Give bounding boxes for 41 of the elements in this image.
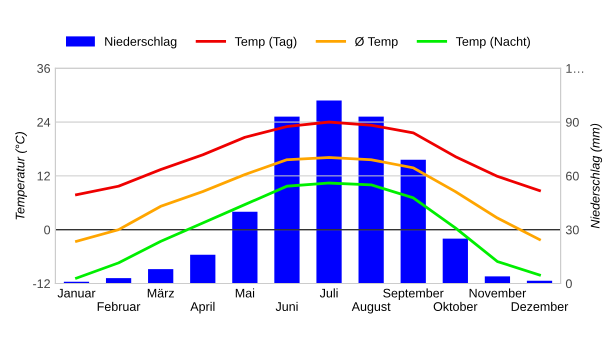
x-tick-label: Juni: [276, 302, 298, 312]
bar: [358, 116, 384, 284]
x-tick-label: April: [190, 302, 214, 314]
x-tick-label: Dezember: [512, 302, 568, 312]
y-tick-label: 0: [44, 225, 50, 234]
x-tick-label: Juli: [320, 288, 338, 298]
bar: [106, 278, 132, 284]
y-tick-label: -12: [33, 279, 50, 288]
y-tick-label: 24: [37, 118, 50, 127]
y2-tick-label: 30: [566, 225, 579, 234]
bar: [274, 116, 300, 284]
y-tick-label: 36: [37, 64, 50, 73]
x-tick-label: Februar: [98, 302, 140, 312]
legend-label: Ø Temp: [355, 36, 398, 48]
line-series: [75, 182, 541, 280]
y-tick-label: 12: [38, 172, 50, 180]
y2-tick-label: 1…: [566, 64, 584, 73]
x-tick-label: September: [383, 288, 444, 300]
legend-label: Temp (Nacht): [456, 36, 530, 48]
x-tick-label: März: [148, 288, 174, 298]
y-axis-title: Temperatur (°C): [15, 132, 27, 220]
line-series: [75, 120, 541, 196]
line-series: [75, 156, 541, 243]
x-tick-label: August: [352, 302, 391, 314]
x-tick-label: Oktober: [434, 302, 478, 312]
legend-label: Temp (Tag): [234, 36, 296, 48]
x-tick-label: Januar: [58, 288, 96, 298]
y2-tick-label: 90: [566, 118, 579, 127]
bar: [442, 238, 468, 284]
bar: [190, 254, 216, 284]
bar: [316, 100, 342, 284]
y2-axis-title: Niederschlag (mm): [590, 124, 602, 228]
bar: [400, 160, 426, 284]
bar: [484, 276, 510, 284]
y2-tick-label: 0: [566, 279, 572, 288]
bar: [232, 212, 258, 284]
bar: [148, 269, 174, 284]
y2-tick-label: 60: [566, 172, 579, 181]
x-tick-label: Mai: [236, 288, 254, 298]
x-tick-label: November: [470, 288, 526, 298]
legend-label: Niederschlag: [105, 36, 176, 48]
